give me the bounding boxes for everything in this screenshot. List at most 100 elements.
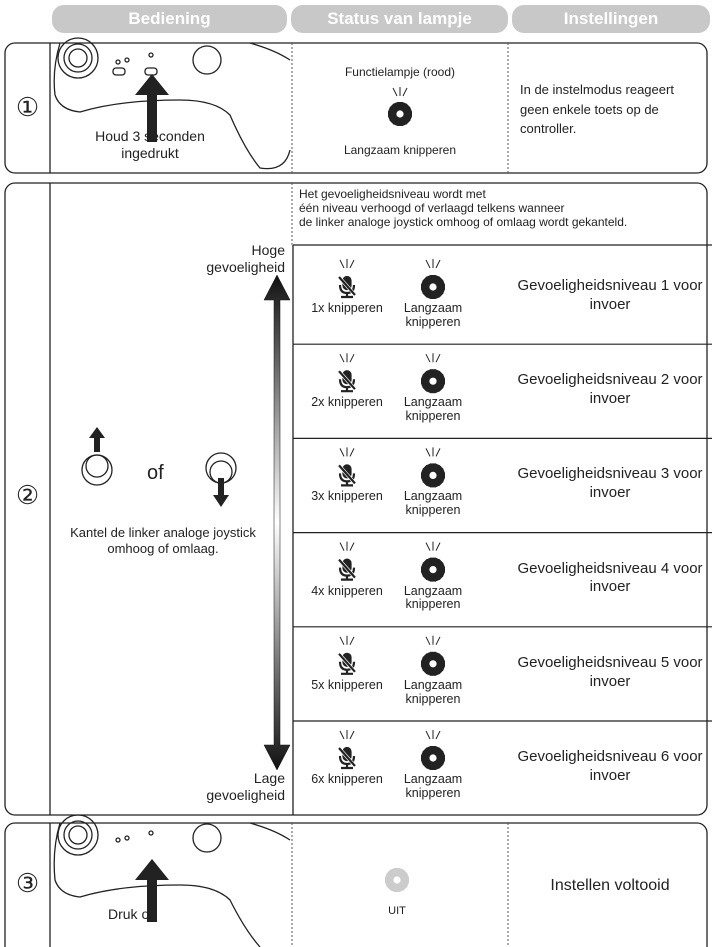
setting-text: Instellen voltooid [550, 877, 670, 894]
function-lamp-icon [420, 463, 446, 488]
gear-hole [429, 283, 437, 291]
blink-mark [392, 87, 398, 97]
arrow [89, 427, 105, 452]
mic-status: 3x knipperen [311, 489, 383, 504]
function-lamp-icon [420, 557, 446, 582]
lamp-status: Langzaam knipperen [403, 772, 463, 800]
blink-mark [349, 259, 355, 269]
setting-text: In de instelmodus reageert geen enkele t… [520, 82, 674, 136]
blink-mark [349, 542, 355, 551]
blink-mark [425, 542, 431, 551]
blink-mark [435, 448, 441, 457]
mic-stand [338, 661, 356, 675]
mic-icon [337, 652, 357, 675]
sensitivity-arrow [263, 274, 291, 771]
mic-status: 2x knipperen [311, 395, 383, 410]
blink-marks [339, 541, 355, 551]
blink-mark [339, 448, 345, 457]
intro-line: één niveau verhoogd of verlaagd telkens … [299, 200, 565, 215]
blink-mark [339, 259, 345, 269]
blink-marks [339, 635, 355, 646]
gear-hole [429, 566, 437, 574]
mic-slash [338, 464, 356, 485]
blink-marks [425, 353, 441, 363]
mic-slash [338, 558, 356, 579]
controller [53, 814, 291, 947]
blink-mark [339, 636, 345, 646]
intro-line: Het gevoeligheidsniveau wordt met [299, 187, 486, 201]
blink-mark [435, 542, 441, 551]
intro-line: de linker analoge joystick omhoog of oml… [299, 214, 628, 229]
arrow [135, 74, 169, 142]
blink-mark [349, 636, 355, 646]
blink-mark [349, 730, 355, 740]
status-text: UIT [388, 905, 406, 917]
blink-mark [339, 730, 345, 740]
instruction: Kantel de linker analoge joystick omhoog… [70, 525, 256, 556]
mic-status: 6x knipperen [311, 772, 383, 786]
mic-stand [338, 567, 356, 581]
column-header: Instellingen [512, 5, 710, 33]
mic-status: 1x knipperen [311, 301, 383, 315]
function-lamp-icon [387, 101, 413, 127]
action-text: Druk op [108, 906, 158, 922]
column-header: Bediening [52, 5, 287, 33]
arrow [135, 859, 169, 922]
gear-hole [429, 471, 437, 479]
setting-text: Gevoeligheidsniveau 5 voor invoer [517, 653, 703, 690]
status-text: Functielampje (rood) [344, 65, 456, 79]
intro: Het gevoeligheidsniveau wordt met één ni… [299, 187, 628, 229]
blink-marks [392, 87, 408, 97]
lamp-status: Langzaam knipperen [403, 395, 463, 423]
mic-icon [337, 370, 357, 393]
blink-mark [402, 87, 408, 97]
blink-mark [425, 448, 431, 457]
step-box [4, 42, 708, 174]
blink-mark [339, 353, 345, 363]
blink-mark [425, 259, 431, 269]
blink-marks [425, 259, 441, 269]
mic-stand [338, 379, 356, 393]
blink-mark [349, 353, 355, 363]
blink-mark [435, 636, 441, 646]
gear-hole [429, 377, 437, 385]
setting-text: Gevoeligheidsniveau 6 voor invoer [517, 748, 703, 784]
blink-mark [349, 448, 355, 457]
mic-icon [337, 464, 357, 487]
function-lamp-icon [420, 745, 446, 771]
step-number: ② [15, 480, 40, 510]
mic-stand [338, 284, 356, 299]
mic-icon [337, 558, 357, 581]
blink-marks [339, 730, 355, 740]
gear-hole [429, 754, 437, 762]
blink-mark [425, 730, 431, 740]
blink-mark [425, 636, 431, 646]
mic-status: 4x knipperen [311, 583, 383, 598]
blink-marks [339, 353, 355, 363]
setting-text: Gevoeligheidsniveau 1 voor invoer [517, 277, 703, 313]
status-text: Langzaam knipperen [343, 143, 457, 157]
blink-mark [435, 353, 441, 363]
mic-icon [337, 746, 357, 770]
blink-marks [339, 259, 355, 269]
lamp-status: Langzaam knipperen [403, 583, 463, 612]
lamp-status: Langzaam knipperen [403, 489, 463, 518]
lamp-status: Langzaam knipperen [403, 677, 463, 706]
gear-hole [429, 660, 437, 668]
setting-text: Gevoeligheidsniveau 4 voor invoer [517, 559, 703, 596]
blink-mark [435, 259, 441, 269]
blink-marks [425, 635, 441, 646]
arrow [213, 478, 229, 507]
mic-slash [338, 747, 356, 767]
step-box [4, 182, 708, 816]
setting-text: Gevoeligheidsniveau 3 voor invoer [517, 465, 703, 502]
step-number: ③ [15, 868, 40, 898]
step-number: ① [15, 92, 40, 122]
mic-stand [338, 755, 356, 770]
blink-marks [425, 730, 441, 740]
mic-slash [338, 370, 356, 390]
mic-status: 5x knipperen [311, 677, 383, 692]
action-text: Houd 3 seconden ingedrukt [95, 128, 205, 161]
